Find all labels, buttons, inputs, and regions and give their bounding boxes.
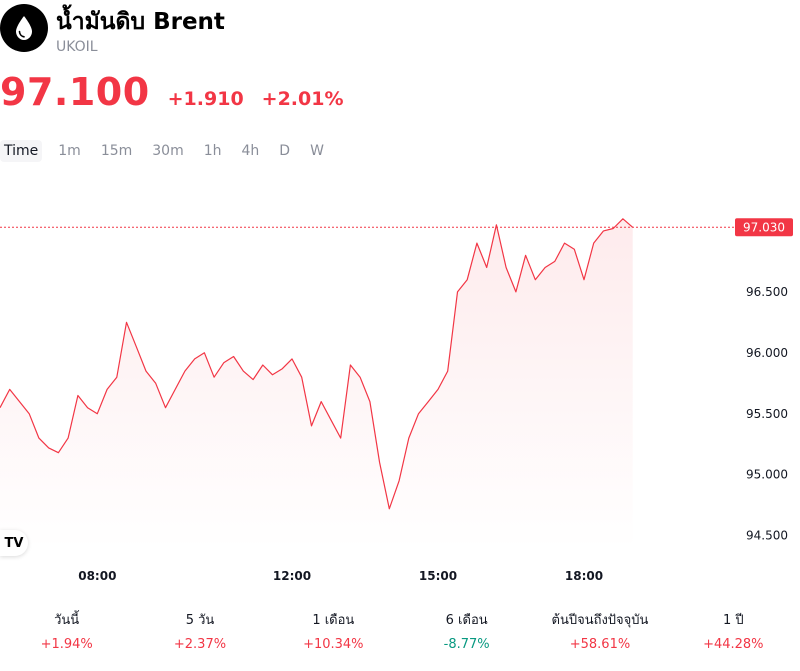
- perf-value: +2.37%: [173, 637, 227, 652]
- perf-label: 5 วัน: [185, 613, 215, 628]
- y-tick-label: 94.500: [746, 529, 788, 543]
- tradingview-logo-icon[interactable]: TV: [0, 530, 28, 556]
- x-tick-label: 12:00: [273, 569, 311, 583]
- perf-5d[interactable]: 5 วัน +2.37%: [133, 612, 266, 656]
- price-change: +1.910: [167, 88, 244, 110]
- perf-1m[interactable]: 1 เดือน +10.34%: [267, 612, 400, 656]
- y-tick-label: 95.000: [746, 468, 788, 482]
- perf-6m[interactable]: 6 เดือน -8.77%: [400, 612, 533, 656]
- x-tick-label: 15:00: [419, 569, 457, 583]
- interval-1m[interactable]: 1m: [58, 143, 81, 159]
- instrument-symbol: UKOIL: [56, 39, 98, 55]
- last-price-label: 97.030: [735, 218, 793, 237]
- price-area: [0, 218, 633, 551]
- interval-selector: Time 1m 15m 30m 1h 4h D W: [0, 139, 340, 163]
- interval-1h[interactable]: 1h: [203, 143, 222, 159]
- interval-d[interactable]: D: [279, 143, 291, 159]
- y-tick-label: 96.500: [746, 285, 788, 299]
- last-price-label-text: 97.030: [743, 220, 785, 234]
- interval-15m[interactable]: 15m: [100, 143, 133, 159]
- x-axis: 08:00 12:00 15:00 18:00: [78, 569, 603, 583]
- perf-value: +10.34%: [303, 637, 364, 652]
- perf-label: 6 เดือน: [445, 613, 488, 628]
- interval-time[interactable]: Time: [0, 140, 43, 162]
- perf-label: วันนี้: [54, 613, 80, 628]
- perf-value: +1.94%: [40, 637, 93, 652]
- perf-label: ต้นปีจนถึงปัจจุบัน: [551, 613, 649, 628]
- perf-label: 1 ปี: [722, 613, 744, 628]
- x-tick-label: 08:00: [78, 569, 116, 583]
- y-tick-label: 96.000: [746, 346, 788, 360]
- price-chart[interactable]: 97.030 96.500 96.000 95.500 95.000 94.500 08…: [0, 170, 800, 590]
- x-tick-label: 18:00: [565, 569, 603, 583]
- interval-w[interactable]: W: [310, 143, 324, 159]
- perf-1y[interactable]: 1 ปี +44.28%: [667, 612, 800, 656]
- y-axis: 96.500 96.000 95.500 95.000 94.500: [746, 285, 788, 543]
- price-line: [0, 218, 634, 510]
- price-chart-svg[interactable]: 97.030 96.500 96.000 95.500 95.000 94.500 08…: [0, 170, 800, 590]
- last-price: 97.100: [0, 70, 150, 114]
- perf-today[interactable]: วันนี้ +1.94%: [0, 612, 133, 656]
- perf-value: +58.61%: [569, 637, 631, 652]
- interval-30m[interactable]: 30m: [152, 143, 184, 159]
- price-change-percent: +2.01%: [261, 88, 344, 110]
- performance-bar: วันนี้ +1.94% 5 วัน +2.37% 1 เดือน +10.3…: [0, 612, 800, 656]
- perf-value: +44.28%: [703, 637, 764, 652]
- y-tick-label: 95.500: [746, 407, 788, 421]
- perf-value: -8.77%: [443, 637, 490, 652]
- instrument-title: น้ำมันดิบ Brent: [56, 9, 225, 35]
- interval-4h[interactable]: 4h: [241, 143, 260, 159]
- perf-label: 1 เดือน: [312, 613, 355, 628]
- quote-row: 97.100 +1.910 +2.01%: [0, 70, 344, 120]
- oil-drop-icon: [0, 4, 48, 52]
- perf-ytd[interactable]: ต้นปีจนถึงปัจจุบัน +58.61%: [533, 612, 666, 656]
